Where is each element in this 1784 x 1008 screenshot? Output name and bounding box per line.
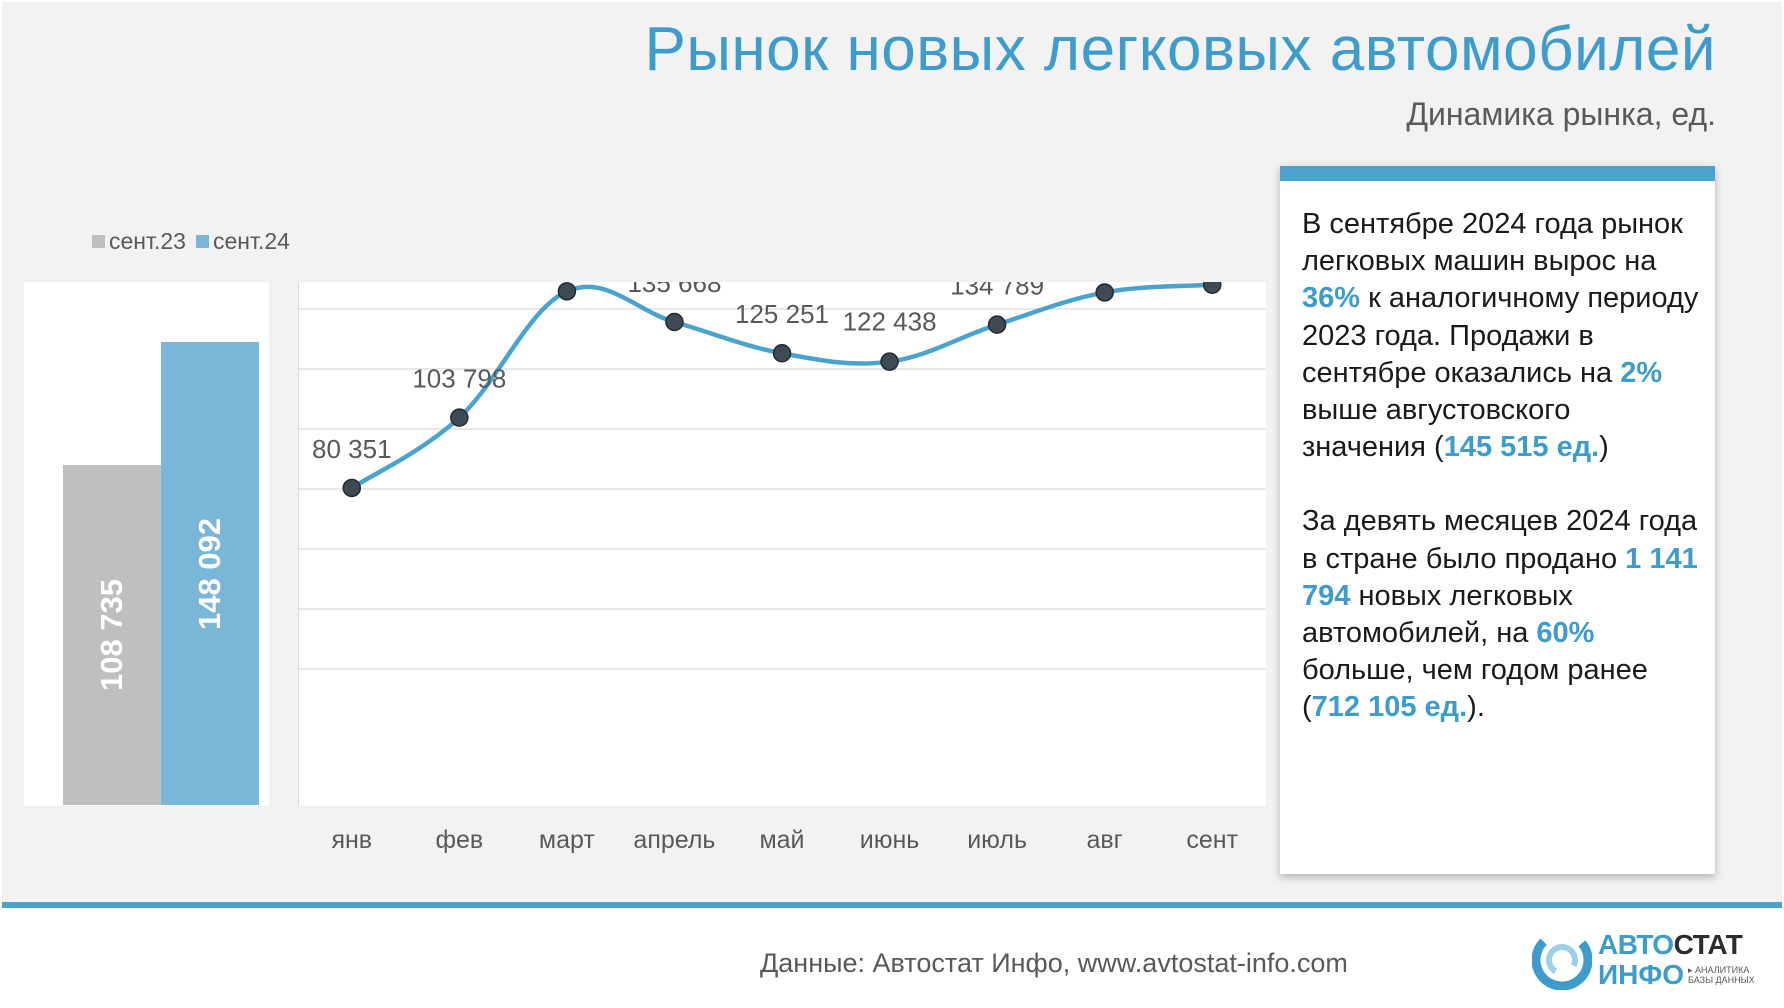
legend-label-sep24: сент.24 [212,228,290,254]
data-point-июль [987,315,1007,334]
page-subtitle: Динамика рынка, ед. [1406,96,1716,132]
summary-card-accent-bar [1280,166,1715,181]
x-tick-label-июль: июль [967,826,1027,854]
summary-text-run: В сентябре 2024 года рынок легковых маши… [1302,208,1683,278]
logo-word-stat: СТАТ [1673,929,1743,960]
data-label-янв: 80 351 [312,434,392,464]
highlight-previous-year-total: 712 105 ед. [1311,691,1468,724]
x-tick-label-янв: янв [331,826,372,854]
bar-legend: сент.23 сент.24 [92,228,290,255]
x-tick-label-фев: фев [435,826,483,854]
x-tick-label-сент: сент [1186,826,1238,854]
summary-paragraph-september: В сентябре 2024 года рынок легковых маши… [1302,206,1702,466]
summary-text-run: к аналогичному периоду 2023 года. Продаж… [1302,282,1699,389]
x-tick-label-авг: авг [1087,826,1123,854]
data-point-март [557,282,577,301]
bar-value-label-sep24: 148 092 [192,517,227,630]
highlight-growth-mom: 2% [1620,356,1663,389]
data-label-июнь: 122 438 [843,307,937,337]
avtostat-logo-text: АВТОСТАТ ИНФО ▸ АНАЛИТИКА БАЗЫ ДАННЫХ [1598,931,1755,989]
summary-card: В сентябре 2024 года рынок легковых маши… [1280,166,1715,874]
x-tick-label-апрель: апрель [633,826,715,854]
data-label-июль: 134 789 [950,282,1044,301]
summary-paragraph-nine-months: За девять месяцев 2024 года в стране был… [1302,503,1702,726]
summary-text-run: выше августовского значения ( [1302,394,1571,464]
summary-text-run: За девять месяцев 2024 года в стране был… [1302,505,1698,575]
highlight-growth-yoy: 36% [1302,282,1361,315]
bar-sep24: 148 092 [161,342,259,805]
logo-tagline-analytics: ▸ АНАЛИТИКА [1688,965,1750,975]
legend-label-sep23: сент.23 [109,228,186,254]
bar-sep23: 108 735 [63,465,162,805]
legend-swatch-sep24 [195,235,209,248]
summary-text: В сентябре 2024 года рынок легковых маши… [1302,206,1702,727]
logo-row-info: ИНФО ▸ АНАЛИТИКА БАЗЫ ДАННЫХ [1598,961,1755,989]
legend-swatch-sep23 [92,235,105,248]
summary-text-run: ). [1467,691,1485,724]
highlight-august-value: 145 515 ед. [1443,431,1600,464]
highlight-nine-month-total: 1 141 794 [1302,542,1698,612]
logo-word-info: ИНФО [1598,959,1685,990]
x-tick-label-март: март [539,826,595,854]
data-point-авг [1095,283,1114,302]
avtostat-logo: АВТОСТАТ ИНФО ▸ АНАЛИТИКА БАЗЫ ДАННЫХ [1532,930,1755,990]
highlight-nine-month-growth: 60% [1536,617,1595,650]
avtostat-logo-mark-icon [1532,930,1592,990]
x-tick-label-май: май [759,826,804,854]
logo-word-avto: АВТО [1598,929,1674,960]
footer-divider [2,902,1782,908]
summary-text-run: ) [1599,431,1609,464]
bar-value-label-sep23: 108 735 [94,579,129,692]
data-label-апрель: 135 668 [627,282,721,298]
series-line [349,282,1215,491]
data-point-май [772,343,792,363]
x-tick-label-июнь: июнь [860,826,920,854]
data-point-апрель [665,312,684,332]
source-note: Данные: Автостат Инфо, www.avtostat-info… [760,948,1348,978]
data-label-фев: 103 798 [412,364,506,394]
legend-item-sep24: сент.24 [195,228,290,255]
summary-text-run: больше, чем годом ранее ( [1302,654,1648,724]
data-point-июнь [880,352,899,371]
summary-text-run: новых легковых автомобилей, на [1302,579,1573,650]
logo-word-avtostat: АВТОСТАТ [1598,931,1755,959]
data-point-янв [342,478,362,498]
data-point-фев [450,408,469,427]
page-title: Рынок новых легковых автомобилей [644,15,1716,84]
september-comparison-chart: 108 735 148 092 [24,282,269,806]
legend-item-sep23: сент.23 [92,228,186,255]
logo-tagline-databases: БАЗЫ ДАННЫХ [1688,975,1755,985]
data-point-сент [1202,282,1222,294]
logo-tagline: ▸ АНАЛИТИКА БАЗЫ ДАННЫХ [1688,965,1755,985]
data-label-май: 125 251 [735,299,829,329]
